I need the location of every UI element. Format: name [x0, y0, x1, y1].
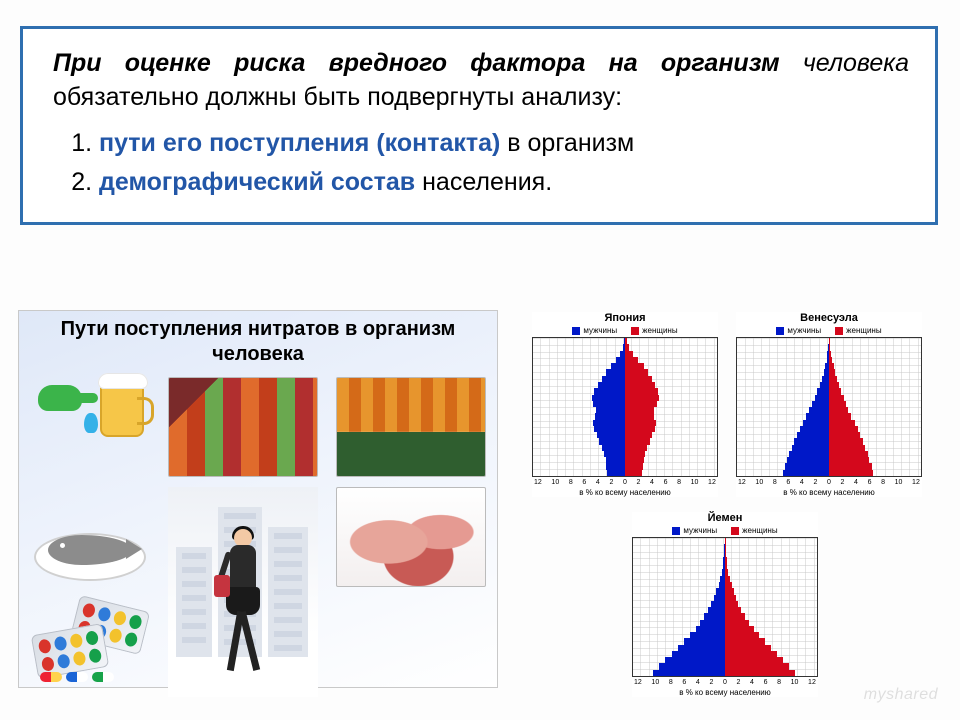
population-pyramids: Япония мужчины женщины 12108642024681012…	[520, 312, 940, 688]
pyramid-xlabel: в % ко всему населению	[736, 488, 922, 497]
intro-paragraph: При оценке риска вредного фактора на орг…	[53, 47, 909, 115]
water-drop-icon	[84, 413, 98, 433]
cell-meat	[336, 487, 486, 587]
beer-mug-icon	[100, 383, 144, 437]
point-2-rest: населения.	[415, 168, 552, 196]
pyramid-xaxis: 12108642024681012	[736, 477, 922, 486]
pyramid-title: Венесуэла	[736, 312, 922, 324]
building-icon	[268, 527, 308, 657]
pyramid-xaxis: 12108642024681012	[532, 477, 718, 486]
handbag-icon	[214, 575, 230, 597]
cell-tap-beer	[30, 377, 150, 477]
cell-fish	[30, 487, 150, 587]
meat-sausage-photo	[336, 487, 486, 587]
pyramid-Япония: Япония мужчины женщины 12108642024681012…	[532, 312, 718, 497]
infographic-grid	[29, 377, 487, 697]
intro-italic: человека	[780, 49, 909, 77]
infographic-title: Пути поступления нитратов в организм чел…	[29, 317, 487, 367]
pyramid-xlabel: в % ко всему населению	[632, 688, 818, 697]
tap-icon	[38, 385, 82, 411]
nitrates-infographic: Пути поступления нитратов в организм чел…	[18, 310, 498, 688]
pyramid-plot	[736, 337, 922, 477]
pyramid-title: Йемен	[632, 512, 818, 524]
pyramid-plot	[532, 337, 718, 477]
capsules-icon	[40, 669, 118, 687]
pyramid-plot	[632, 537, 818, 677]
points-list: пути его поступления (контакта) в органи…	[99, 125, 909, 202]
point-2-hl: демографический состав	[99, 168, 415, 196]
cell-pills	[30, 597, 150, 697]
cell-woman-city	[168, 487, 318, 697]
point-1: пути его поступления (контакта) в органи…	[99, 125, 909, 163]
pyramid-xlabel: в % ко всему населению	[532, 488, 718, 497]
point-1-hl: пути его поступления (контакта)	[99, 129, 500, 157]
vegetables-photo-2	[336, 377, 486, 477]
intro-rest: обязательно должны быть подвергнуты анал…	[53, 83, 622, 111]
pyramid-Венесуэла: Венесуэла мужчины женщины 12108642024681…	[736, 312, 922, 497]
point-1-rest: в организм	[500, 129, 634, 157]
walking-woman-icon	[212, 529, 272, 689]
vegetables-photo-1	[168, 377, 318, 477]
building-icon	[176, 547, 212, 657]
pyramid-legend: мужчины женщины	[532, 326, 718, 335]
point-2: демографический состав населения.	[99, 164, 909, 202]
cell-empty	[336, 597, 486, 697]
text-box: При оценке риска вредного фактора на орг…	[20, 26, 938, 225]
pyramid-Йемен: Йемен мужчины женщины 12108642024681012 …	[632, 512, 818, 697]
pyramid-title: Япония	[532, 312, 718, 324]
pyramid-xaxis: 12108642024681012	[632, 677, 818, 686]
beer-foam-icon	[98, 373, 148, 389]
watermark: myshared	[864, 686, 938, 704]
cell-carrots	[336, 377, 486, 477]
pyramid-legend: мужчины женщины	[632, 526, 818, 535]
intro-bold: При оценке риска вредного фактора на орг…	[53, 49, 780, 77]
pyramid-legend: мужчины женщины	[736, 326, 922, 335]
cell-vegetables-market	[168, 377, 318, 477]
